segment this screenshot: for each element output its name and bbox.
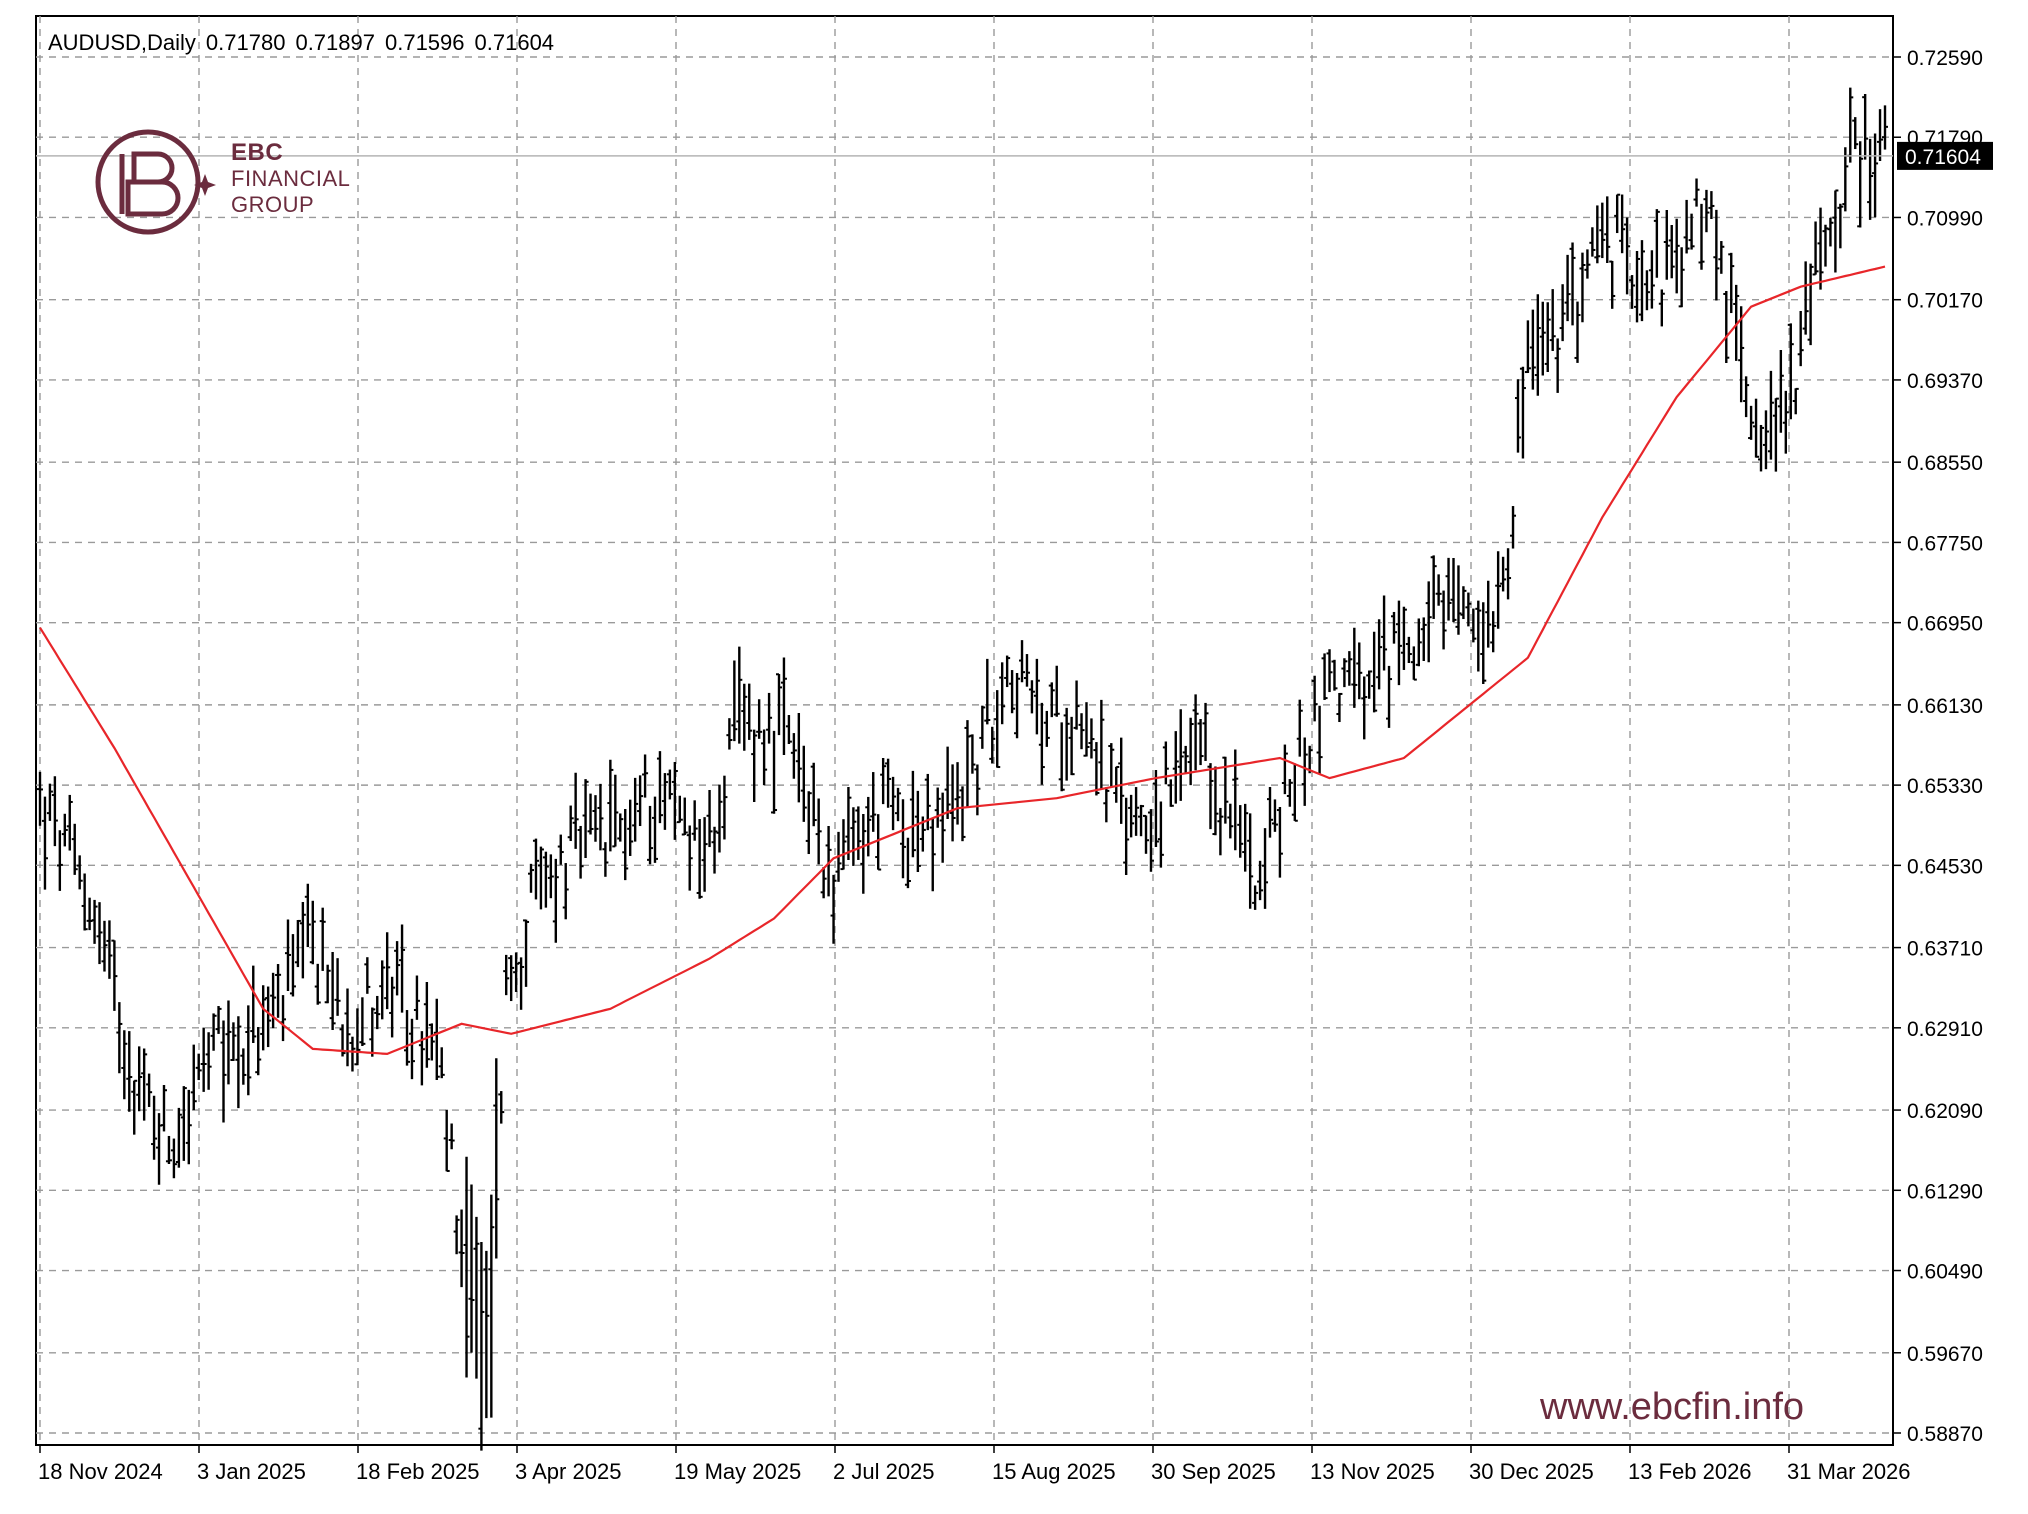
y-tick-label: 0.65330 [1907,775,1983,798]
ebc-logo: EBC FINANCIAL GROUP [88,118,428,248]
x-tick-label: 30 Sep 2025 [1151,1459,1276,1484]
x-tick-label: 13 Feb 2026 [1628,1459,1752,1484]
logo-line-3: GROUP [231,192,315,217]
y-tick-label: 0.64530 [1907,855,1983,878]
current-price-badge [1897,141,1993,170]
moving-average-line [39,265,1886,1056]
high-value: 0.71897 [295,30,375,55]
x-tick-label: 31 Mar 2026 [1787,1459,1911,1484]
logo-line-1: EBC [231,139,284,166]
x-tick-label: 3 Apr 2025 [515,1459,621,1484]
y-tick-label: 0.70170 [1907,290,1983,313]
website-watermark: www.ebcfin.info [1540,1386,1805,1428]
y-tick-label: 0.63710 [1907,938,1983,961]
chart-header: AUDUSD,Daily 0.71780 0.71897 0.71596 0.71604 [48,30,564,56]
x-tick-label: 15 Aug 2025 [992,1459,1116,1484]
y-tick-label: 0.62910 [1907,1018,1983,1041]
symbol-label: AUDUSD,Daily [48,30,196,55]
y-tick-label: 0.61290 [1907,1180,1983,1203]
x-tick-label: 2 Jul 2025 [833,1459,935,1484]
close-value: 0.71604 [474,30,555,55]
y-tick-label: 0.59670 [1907,1343,1983,1366]
logo-line-2: FINANCIAL [231,166,351,191]
ebc-logo-mark-icon [95,129,216,235]
y-tick-label: 0.67750 [1907,532,1983,555]
y-tick-label: 0.60490 [1907,1261,1983,1284]
y-tick-label: 0.69370 [1907,370,1983,393]
x-tick-label: 18 Feb 2025 [356,1459,480,1484]
y-tick-label: 0.66950 [1907,613,1983,636]
x-tick-label: 3 Jan 2025 [197,1459,306,1484]
x-tick-label: 30 Dec 2025 [1469,1459,1594,1484]
y-tick-label: 0.68550 [1907,452,1983,475]
y-tick-label: 0.58870 [1907,1423,1983,1446]
x-tick-label: 18 Nov 2024 [38,1459,163,1484]
plot-frame [35,15,1894,1446]
y-tick-label: 0.72590 [1907,47,1983,70]
low-value: 0.71596 [384,30,465,55]
open-value: 0.71780 [205,30,286,55]
y-tick-label: 0.66130 [1907,695,1983,718]
x-tick-label: 19 May 2025 [674,1459,801,1484]
x-tick-label: 13 Nov 2025 [1310,1459,1435,1484]
y-tick-label: 0.70990 [1907,207,1983,230]
logo-text: EBC FINANCIAL GROUP [231,140,350,218]
current-price-label: 0.71604 [1905,146,1981,169]
y-tick-label: 0.62090 [1907,1100,1983,1123]
